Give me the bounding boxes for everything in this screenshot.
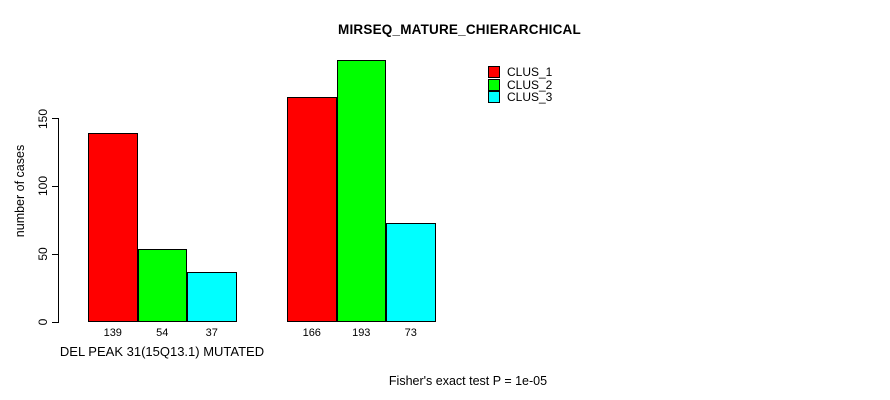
y-tick-50 xyxy=(52,253,59,255)
legend-label-clus_3: CLUS_3 xyxy=(507,90,553,105)
y-tick-label-100: 100 xyxy=(36,176,50,197)
legend-swatch-clus_2 xyxy=(488,78,500,91)
y-axis-label: number of cases xyxy=(13,144,27,238)
y-axis-line xyxy=(58,118,59,323)
bar-value-clus_3-group-1: 37 xyxy=(205,327,218,339)
bar-value-clus_3-group-2: 73 xyxy=(404,327,417,339)
legend: CLUS_1 CLUS_2 CLUS_3 xyxy=(488,66,552,104)
legend-entry-clus_2: CLUS_2 xyxy=(488,77,553,92)
bar-value-clus_2-group-2: 193 xyxy=(352,327,371,339)
legend-label-clus_1: CLUS_1 xyxy=(507,65,553,80)
chart-title: MIRSEQ_MATURE_CHIERARCHICAL xyxy=(338,22,581,37)
y-tick-100 xyxy=(52,185,59,187)
legend-label-clus_2: CLUS_2 xyxy=(507,77,553,92)
bar-clus_2-group-2 xyxy=(336,60,386,322)
bar-value-clus_2-group-1: 54 xyxy=(156,327,169,339)
bar-value-clus_1-group-2: 166 xyxy=(302,327,321,339)
y-tick-label-150: 150 xyxy=(36,108,50,129)
y-tick-0 xyxy=(52,321,59,323)
bar-clus_1-group-2 xyxy=(287,97,337,322)
bar-value-clus_1-group-1: 139 xyxy=(103,327,122,339)
y-tick-150 xyxy=(52,118,59,119)
pvalue-note: Fisher's exact test P = 1e-05 xyxy=(388,374,548,388)
legend-entry-clus_1: CLUS_1 xyxy=(488,66,552,79)
y-tick-label-50: 50 xyxy=(36,247,50,261)
bar-clus_3-group-2 xyxy=(386,223,436,322)
bar-clus_2-group-1 xyxy=(137,249,187,322)
y-tick-label-0: 0 xyxy=(36,318,50,326)
legend-swatch-clus_3 xyxy=(488,91,500,104)
legend-entry-clus_3: CLUS_3 xyxy=(488,91,552,104)
bar-clus_3-group-1 xyxy=(187,272,237,322)
legend-swatch-clus_1 xyxy=(488,66,500,79)
x-axis-label: DEL PEAK 31(15Q13.1) MUTATED xyxy=(59,344,265,359)
bar-clus_1-group-1 xyxy=(88,133,138,322)
